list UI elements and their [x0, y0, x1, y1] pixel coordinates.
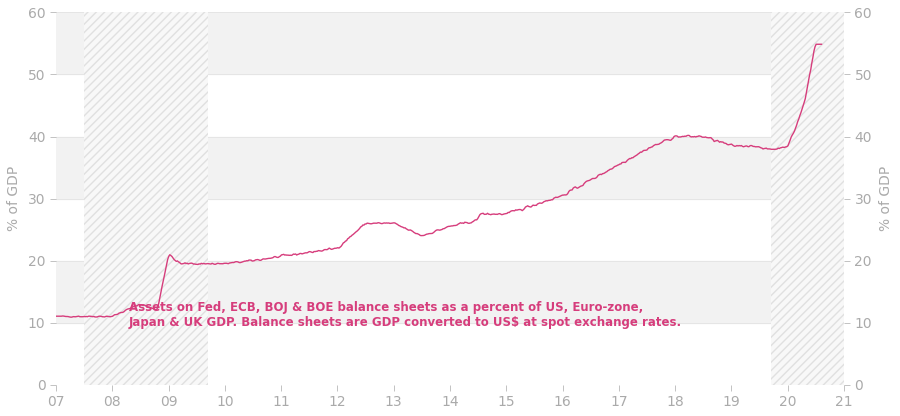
Y-axis label: % of GDP: % of GDP — [879, 166, 893, 231]
Bar — [56, 136, 844, 198]
Bar — [84, 12, 208, 385]
Bar — [56, 12, 844, 74]
Bar — [84, 12, 208, 385]
Y-axis label: % of GDP: % of GDP — [7, 166, 21, 231]
Text: Assets on Fed, ECB, BOJ & BOE balance sheets as a percent of US, Euro-zone,
Japa: Assets on Fed, ECB, BOJ & BOE balance sh… — [129, 301, 682, 329]
Bar — [771, 12, 844, 385]
Bar — [56, 260, 844, 322]
